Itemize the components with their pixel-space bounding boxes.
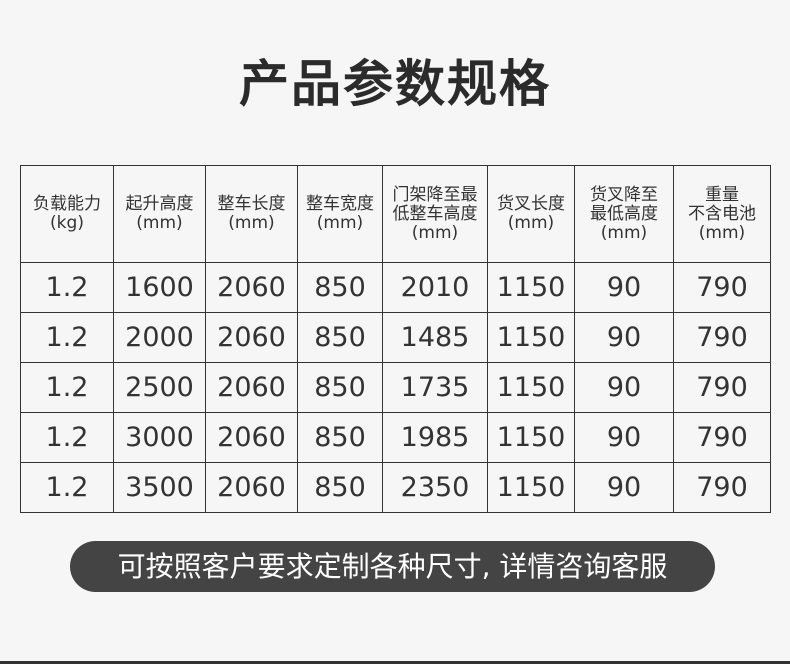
header-line: (mm) <box>411 222 459 243</box>
header-line: 整车宽度 <box>306 194 374 214</box>
header-line: 最低高度 <box>590 203 658 224</box>
column-header: 门架降至最 低整车高度 (mm) <box>382 165 488 263</box>
column-header: 货叉长度 (mm) <box>487 165 575 263</box>
table-row: 1.2 1600 2060 850 2010 1150 90 790 <box>20 262 771 313</box>
table-cell: 790 <box>673 362 771 413</box>
table-cell: 2060 <box>205 462 298 513</box>
table-cell: 790 <box>673 412 771 463</box>
table-cell: 2060 <box>205 312 298 363</box>
header-line: 不含电池 <box>688 203 756 224</box>
table-cell: 2500 <box>113 362 206 413</box>
table-cell: 2000 <box>113 312 206 363</box>
table-cell: 2060 <box>205 262 298 313</box>
table-cell: 850 <box>297 412 383 463</box>
table-cell: 850 <box>297 262 383 313</box>
table-cell: 90 <box>574 412 674 463</box>
table-cell: 1985 <box>382 412 488 463</box>
table-cell: 1.2 <box>20 312 114 363</box>
header-line: (mm) <box>698 222 746 243</box>
table-cell: 850 <box>297 312 383 363</box>
header-line: (mm) <box>316 213 364 233</box>
table-cell: 1735 <box>382 362 488 413</box>
table-cell: 1150 <box>487 462 575 513</box>
column-header: 负载能力 (kg) <box>20 165 114 263</box>
table-cell: 1.2 <box>20 412 114 463</box>
table-cell: 90 <box>574 462 674 513</box>
header-row: 负载能力 (kg) 起升高度 (mm) 整车长度 (mm) 整车宽度 (mm) 门架降至最 低整车… <box>20 165 771 263</box>
header-line: 起升高度 <box>125 194 194 214</box>
table-cell: 2350 <box>382 462 488 513</box>
table-row: 1.2 3000 2060 850 1985 1150 90 790 <box>20 412 771 463</box>
table-cell: 1.2 <box>20 262 114 313</box>
column-header: 货叉降至 最低高度 (mm) <box>574 165 674 263</box>
table-cell: 1.2 <box>20 362 114 413</box>
table-cell: 1150 <box>487 362 575 413</box>
header-line: (mm) <box>228 213 275 233</box>
column-header: 重量 不含电池 (mm) <box>673 165 771 263</box>
table-cell: 2060 <box>205 362 298 413</box>
table-cell: 1.2 <box>20 462 114 513</box>
column-header: 起升高度 (mm) <box>113 165 206 263</box>
table-cell: 790 <box>673 262 771 313</box>
column-header: 整车宽度 (mm) <box>297 165 383 263</box>
table-cell: 1150 <box>487 262 575 313</box>
table-cell: 1600 <box>113 262 206 313</box>
table-cell: 2060 <box>205 412 298 463</box>
table-cell: 850 <box>297 362 383 413</box>
table-cell: 90 <box>574 262 674 313</box>
header-line: (mm) <box>136 213 183 233</box>
spec-table: 负载能力 (kg) 起升高度 (mm) 整车长度 (mm) 整车宽度 (mm) 门架降至最 低整车… <box>20 165 771 513</box>
table-row: 1.2 2000 2060 850 1485 1150 90 790 <box>20 312 771 363</box>
header-line: 整车长度 <box>217 194 286 214</box>
table-row: 1.2 2500 2060 850 1735 1150 90 790 <box>20 362 771 413</box>
table-cell: 3500 <box>113 462 206 513</box>
table-cell: 90 <box>574 362 674 413</box>
table-cell: 1150 <box>487 412 575 463</box>
table-cell: 850 <box>297 462 383 513</box>
table-cell: 790 <box>673 312 771 363</box>
header-line: (kg) <box>50 213 84 233</box>
header-line: (mm) <box>600 222 648 243</box>
table-cell: 3000 <box>113 412 206 463</box>
table-cell: 790 <box>673 462 771 513</box>
column-header: 整车长度 (mm) <box>205 165 298 263</box>
header-line: 门架降至最 <box>392 184 478 205</box>
bottom-divider <box>0 661 790 664</box>
table-cell: 90 <box>574 312 674 363</box>
header-line: 低整车高度 <box>392 203 478 224</box>
table-row: 1.2 3500 2060 850 2350 1150 90 790 <box>20 462 771 513</box>
table-cell: 2010 <box>382 262 488 313</box>
customization-notice: 可按照客户要求定制各种尺寸, 详情咨询客服 <box>70 541 715 592</box>
header-line: (mm) <box>507 213 555 233</box>
table-cell: 1150 <box>487 312 575 363</box>
table-cell: 1485 <box>382 312 488 363</box>
header-line: 货叉长度 <box>497 194 565 214</box>
header-line: 重量 <box>705 184 739 205</box>
header-line: 负载能力 <box>33 194 101 214</box>
header-line: 货叉降至 <box>590 184 658 205</box>
page-title: 产品参数规格 <box>239 55 551 113</box>
